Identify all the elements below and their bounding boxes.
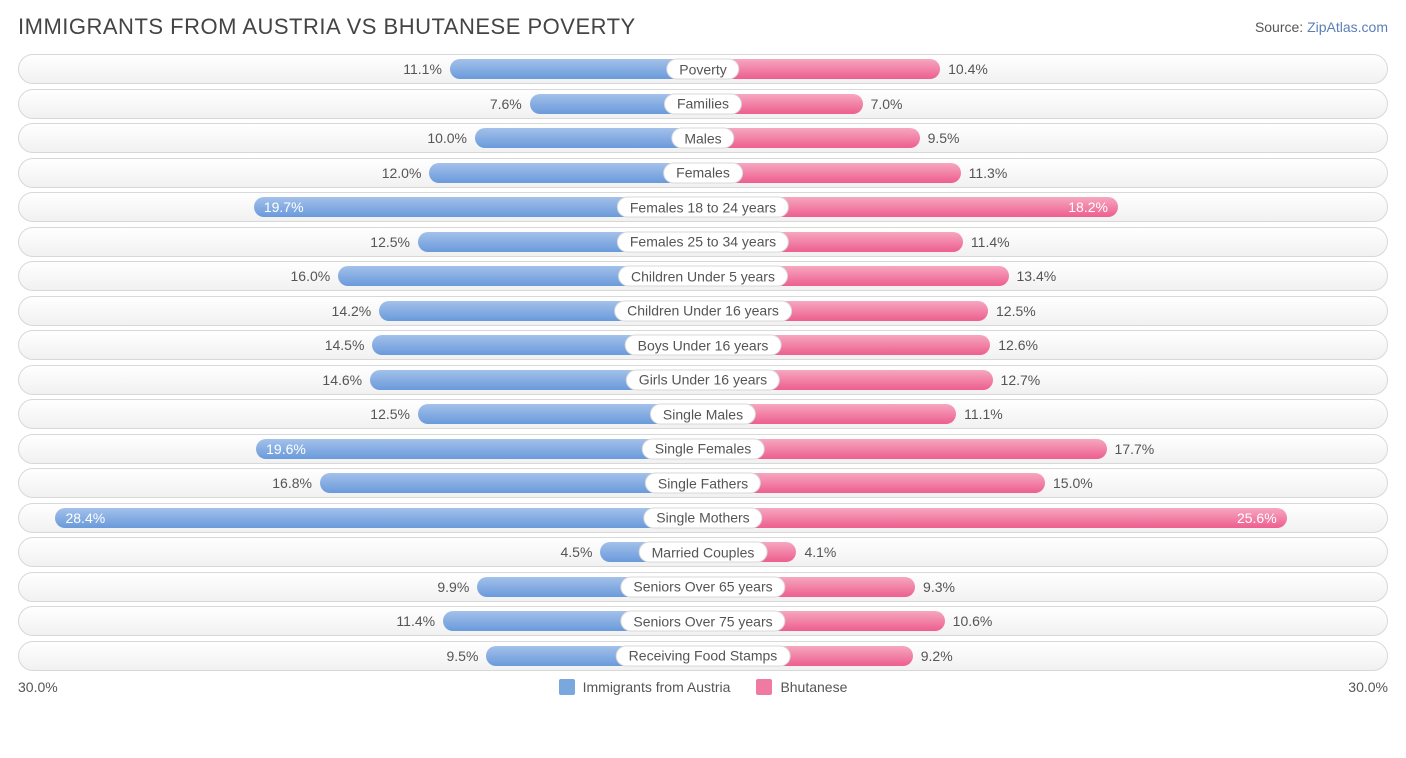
value-label-left: 10.0% <box>427 130 467 146</box>
category-label: Single Females <box>642 438 765 459</box>
value-label-left: 11.1% <box>403 61 442 77</box>
bar-row: 16.0% 13.4% Children Under 5 years <box>18 261 1388 291</box>
legend-item-left: Immigrants from Austria <box>559 679 731 695</box>
value-label-right: 12.6% <box>998 337 1038 353</box>
bar-row: 14.6% 12.7% Girls Under 16 years <box>18 365 1388 395</box>
value-label-right: 18.2% <box>1068 199 1108 215</box>
value-label-left: 28.4% <box>65 510 105 526</box>
bar-row: 19.7% 18.2% Females 18 to 24 years <box>18 192 1388 222</box>
category-label: Receiving Food Stamps <box>616 645 791 666</box>
bar-left <box>429 163 703 183</box>
category-label: Single Mothers <box>643 507 762 528</box>
bar-row: 7.6% 7.0% Families <box>18 89 1388 119</box>
bar-row: 12.5% 11.4% Females 25 to 34 years <box>18 227 1388 257</box>
category-label: Poverty <box>666 59 739 80</box>
value-label-right: 15.0% <box>1053 475 1093 491</box>
value-label-right: 12.5% <box>996 303 1036 319</box>
bar-row: 10.0% 9.5% Males <box>18 123 1388 153</box>
value-label-right: 10.6% <box>953 613 993 629</box>
value-label-left: 14.5% <box>325 337 365 353</box>
bar-left <box>475 128 703 148</box>
value-label-left: 9.5% <box>446 648 478 664</box>
category-label: Single Males <box>650 404 756 425</box>
bar-left: 19.6% <box>256 439 703 459</box>
value-label-right: 7.0% <box>871 96 903 112</box>
value-label-right: 11.4% <box>971 234 1010 250</box>
chart-source: Source: ZipAtlas.com <box>1255 19 1388 35</box>
legend-swatch-right <box>756 679 772 695</box>
bar-row: 14.5% 12.6% Boys Under 16 years <box>18 330 1388 360</box>
category-label: Females <box>663 162 743 183</box>
source-link[interactable]: ZipAtlas.com <box>1307 19 1388 35</box>
bar-row: 16.8% 15.0% Single Fathers <box>18 468 1388 498</box>
bar-row: 12.5% 11.1% Single Males <box>18 399 1388 429</box>
bar-right: 25.6% <box>703 508 1287 528</box>
value-label-left: 12.0% <box>382 165 422 181</box>
bar-row: 28.4% 25.6% Single Mothers <box>18 503 1388 533</box>
category-label: Families <box>664 93 742 114</box>
category-label: Children Under 16 years <box>614 300 792 321</box>
value-label-left: 12.5% <box>370 234 410 250</box>
chart-legend: Immigrants from Austria Bhutanese <box>559 679 848 695</box>
value-label-right: 25.6% <box>1237 510 1277 526</box>
value-label-left: 7.6% <box>490 96 522 112</box>
value-label-left: 14.6% <box>322 372 362 388</box>
bar-row: 4.5% 4.1% Married Couples <box>18 537 1388 567</box>
category-label: Seniors Over 65 years <box>620 576 785 597</box>
bar-row: 19.6% 17.7% Single Females <box>18 434 1388 464</box>
bar-row: 9.9% 9.3% Seniors Over 65 years <box>18 572 1388 602</box>
chart-title: IMMIGRANTS FROM AUSTRIA VS BHUTANESE POV… <box>18 14 636 40</box>
bar-right <box>703 128 920 148</box>
axis-max-right: 30.0% <box>1348 679 1388 695</box>
value-label-right: 10.4% <box>948 61 988 77</box>
axis-max-left: 30.0% <box>18 679 58 695</box>
value-label-left: 19.7% <box>264 199 304 215</box>
bar-left: 28.4% <box>55 508 703 528</box>
bar-row: 9.5% 9.2% Receiving Food Stamps <box>18 641 1388 671</box>
bar-row: 11.4% 10.6% Seniors Over 75 years <box>18 606 1388 636</box>
legend-label-right: Bhutanese <box>780 679 847 695</box>
value-label-right: 17.7% <box>1115 441 1155 457</box>
category-label: Married Couples <box>639 542 768 563</box>
value-label-right: 4.1% <box>804 544 836 560</box>
value-label-right: 9.2% <box>921 648 953 664</box>
value-label-left: 12.5% <box>370 406 410 422</box>
value-label-right: 9.3% <box>923 579 955 595</box>
value-label-left: 16.0% <box>291 268 331 284</box>
value-label-right: 11.1% <box>964 406 1003 422</box>
value-label-left: 9.9% <box>437 579 469 595</box>
diverging-bar-chart: 11.1% 10.4% Poverty 7.6% 7.0% Families 10.0% 9.… <box>18 54 1388 671</box>
category-label: Children Under 5 years <box>618 266 788 287</box>
legend-label-left: Immigrants from Austria <box>583 679 731 695</box>
value-label-left: 4.5% <box>560 544 592 560</box>
value-label-right: 11.3% <box>969 165 1008 181</box>
value-label-left: 19.6% <box>266 441 306 457</box>
legend-item-right: Bhutanese <box>756 679 847 695</box>
chart-footer: 30.0% Immigrants from Austria Bhutanese … <box>18 679 1388 695</box>
bar-row: 14.2% 12.5% Children Under 16 years <box>18 296 1388 326</box>
value-label-right: 9.5% <box>928 130 960 146</box>
category-label: Single Fathers <box>645 473 761 494</box>
source-prefix: Source: <box>1255 19 1307 35</box>
category-label: Males <box>671 128 734 149</box>
value-label-left: 16.8% <box>272 475 312 491</box>
value-label-left: 14.2% <box>332 303 372 319</box>
value-label-right: 13.4% <box>1017 268 1057 284</box>
bar-row: 12.0% 11.3% Females <box>18 158 1388 188</box>
category-label: Females 25 to 34 years <box>617 231 789 252</box>
category-label: Girls Under 16 years <box>626 369 780 390</box>
category-label: Females 18 to 24 years <box>617 197 789 218</box>
bar-row: 11.1% 10.4% Poverty <box>18 54 1388 84</box>
category-label: Seniors Over 75 years <box>620 611 785 632</box>
value-label-right: 12.7% <box>1001 372 1041 388</box>
category-label: Boys Under 16 years <box>625 335 782 356</box>
value-label-left: 11.4% <box>396 613 435 629</box>
bar-left <box>450 59 703 79</box>
legend-swatch-left <box>559 679 575 695</box>
chart-header: IMMIGRANTS FROM AUSTRIA VS BHUTANESE POV… <box>18 14 1388 40</box>
